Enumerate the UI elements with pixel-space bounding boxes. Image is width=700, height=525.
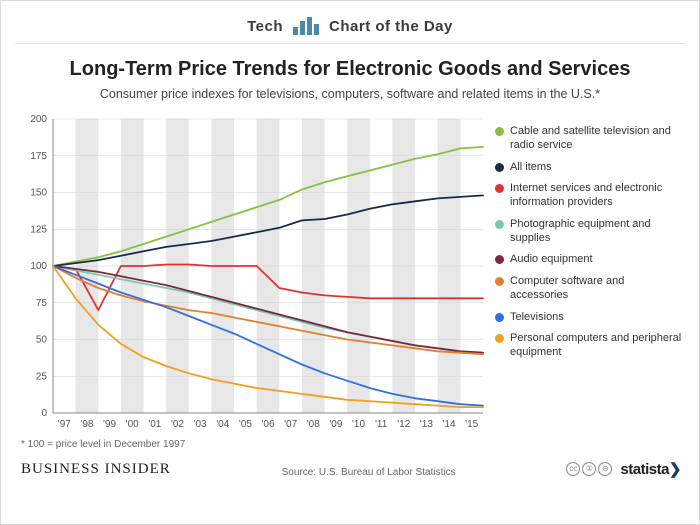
- svg-text:'04: '04: [216, 419, 229, 430]
- legend-label: Audio equipment: [510, 253, 593, 267]
- svg-text:175: 175: [30, 151, 47, 162]
- svg-text:'05: '05: [239, 419, 252, 430]
- legend-item-software: Computer software and accessories: [495, 275, 685, 303]
- kicker-left: Tech: [247, 18, 283, 35]
- legend-item-internet: Internet services and electronic informa…: [495, 182, 685, 210]
- legend-label: All items: [510, 161, 552, 175]
- footer: BUSINESS INSIDER Source: U.S. Bureau of …: [15, 460, 685, 478]
- chart-plot: 0 25 50 75 100 125 150 175 200 '97 '98 '99 '00 '01 '02…: [21, 105, 489, 435]
- svg-text:150: 150: [30, 188, 47, 199]
- legend-item-tv: Televisions: [495, 311, 685, 325]
- svg-text:'06: '06: [261, 419, 274, 430]
- svg-text:'99: '99: [103, 419, 116, 430]
- legend-label: Cable and satellite television and radio…: [510, 125, 685, 153]
- svg-text:75: 75: [36, 298, 48, 309]
- legend-swatch: [495, 334, 504, 343]
- statista-brand: cc①⊝ statista❯: [566, 460, 681, 478]
- svg-text:200: 200: [30, 114, 47, 125]
- legend-swatch: [495, 127, 504, 136]
- svg-text:50: 50: [36, 335, 48, 346]
- legend-swatch: [495, 277, 504, 286]
- legend-item-pc: Personal computers and peripheral equipm…: [495, 332, 685, 360]
- publisher-brand: BUSINESS INSIDER: [21, 461, 171, 478]
- legend-label: Photographic equipment and supplies: [510, 218, 685, 246]
- svg-text:'03: '03: [194, 419, 207, 430]
- legend-label: Personal computers and peripheral equipm…: [510, 332, 685, 360]
- statista-logo: statista❯: [620, 460, 681, 478]
- svg-text:'11: '11: [375, 419, 388, 430]
- legend: Cable and satellite television and radio…: [489, 105, 685, 435]
- svg-text:'09: '09: [329, 419, 342, 430]
- svg-text:'00: '00: [126, 419, 139, 430]
- chart-card: Tech Chart of the Day Long-Term Price Tr…: [0, 0, 700, 525]
- legend-label: Internet services and electronic informa…: [510, 182, 685, 210]
- legend-swatch: [495, 163, 504, 172]
- svg-text:'98: '98: [80, 419, 93, 430]
- svg-text:'07: '07: [284, 419, 297, 430]
- svg-text:'12: '12: [397, 419, 410, 430]
- svg-text:'97: '97: [58, 419, 71, 430]
- legend-swatch: [495, 255, 504, 264]
- svg-text:'10: '10: [352, 419, 365, 430]
- legend-label: Televisions: [510, 311, 564, 325]
- chart-subtitle: Consumer price indexes for televisions, …: [21, 87, 679, 101]
- bar-chart-icon: [293, 17, 319, 35]
- legend-item-audio: Audio equipment: [495, 253, 685, 267]
- legend-item-all_items: All items: [495, 161, 685, 175]
- svg-text:125: 125: [30, 224, 47, 235]
- kicker-right: Chart of the Day: [329, 18, 453, 35]
- legend-item-cable: Cable and satellite television and radio…: [495, 125, 685, 153]
- svg-text:'14: '14: [443, 419, 456, 430]
- footnote: * 100 = price level in December 1997: [21, 439, 685, 450]
- svg-text:'08: '08: [307, 419, 320, 430]
- cc-license-icon: cc①⊝: [566, 462, 612, 476]
- source-attribution: Source: U.S. Bureau of Labor Statistics: [282, 467, 456, 478]
- kicker-band: Tech Chart of the Day: [15, 9, 685, 44]
- legend-label: Computer software and accessories: [510, 275, 685, 303]
- legend-item-photo: Photographic equipment and supplies: [495, 218, 685, 246]
- chart-title: Long-Term Price Trends for Electronic Go…: [21, 58, 679, 81]
- legend-swatch: [495, 184, 504, 193]
- svg-text:25: 25: [36, 371, 48, 382]
- header: Long-Term Price Trends for Electronic Go…: [15, 44, 685, 105]
- legend-swatch: [495, 313, 504, 322]
- svg-text:'01: '01: [148, 419, 161, 430]
- svg-text:'02: '02: [171, 419, 184, 430]
- svg-text:'13: '13: [420, 419, 433, 430]
- svg-text:0: 0: [41, 408, 47, 419]
- svg-text:100: 100: [30, 261, 47, 272]
- legend-swatch: [495, 220, 504, 229]
- svg-text:'15: '15: [465, 419, 478, 430]
